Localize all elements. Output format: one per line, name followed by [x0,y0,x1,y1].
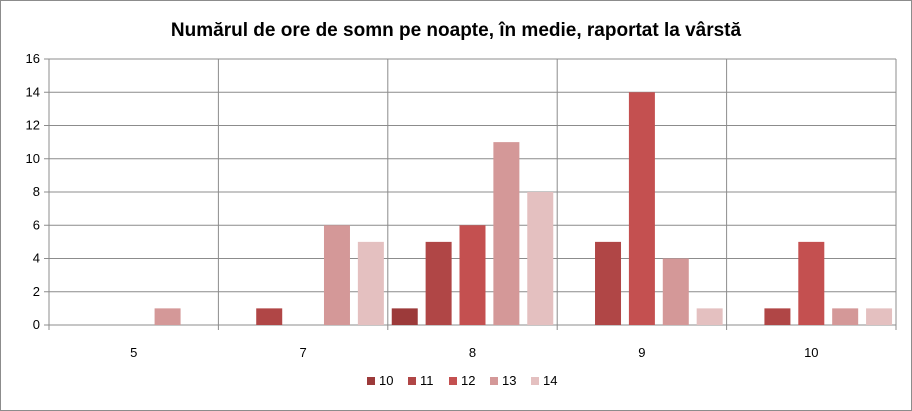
bar-series-12-10 [798,241,825,325]
bars [154,92,893,325]
legend-swatch-10 [367,377,375,385]
bar-series-13-5 [154,308,181,325]
legend-label-12: 12 [461,373,475,388]
grid [48,58,897,330]
bar-series-14-8 [527,192,554,325]
y-axis: 0 2 4 6 8 10 12 14 16 [26,51,49,332]
y-tick-label: 4 [33,251,40,266]
chart-title: Numărul de ore de somn pe noapte, în med… [171,20,742,41]
bar-series-14-7 [357,241,384,325]
y-tick-label: 14 [26,84,40,99]
y-tick-label: 10 [26,151,40,166]
legend-label-13: 13 [502,373,516,388]
bar-series-11-7 [256,308,283,325]
y-tick-label: 16 [26,51,40,66]
y-tick-label: 6 [33,217,40,232]
legend-label-11: 11 [420,373,434,388]
x-tick-label: 10 [804,345,818,360]
bar-series-11-9 [595,241,622,325]
legend-swatch-13 [490,377,498,385]
x-axis: 5 7 8 9 10 [130,345,818,360]
bar-series-13-8 [493,142,520,325]
y-tick-label: 0 [33,317,40,332]
x-tick-label: 8 [469,345,476,360]
x-tick-label: 7 [299,345,306,360]
x-tick-label: 9 [638,345,645,360]
legend-swatch-11 [408,377,416,385]
bar-series-13-7 [323,225,350,325]
x-tick-label: 5 [130,345,137,360]
legend-swatch-12 [449,377,457,385]
bar-series-10-8 [391,308,418,325]
bar-series-13-9 [662,258,689,325]
bar-series-12-9 [628,92,655,325]
y-tick-label: 2 [33,284,40,299]
bar-series-14-10 [866,308,893,325]
y-tick-label: 12 [26,118,40,133]
bar-series-13-10 [832,308,859,325]
legend-swatch-14 [531,377,539,385]
legend-label-14: 14 [543,373,557,388]
bar-series-14-9 [696,308,723,325]
bar-series-11-10 [764,308,791,325]
legend: 10 11 12 13 14 [367,373,557,388]
legend-label-10: 10 [379,373,393,388]
y-tick-label: 8 [33,184,40,199]
bar-series-12-8 [459,225,486,325]
bar-series-11-8 [425,241,452,325]
